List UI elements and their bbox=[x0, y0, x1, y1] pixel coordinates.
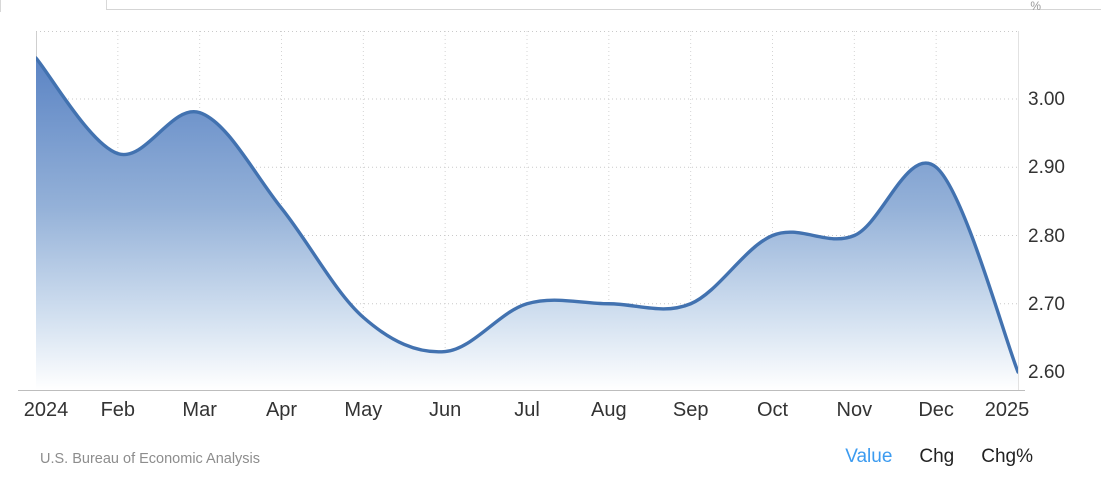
x-tick-label: Nov bbox=[836, 399, 873, 421]
panel-top-rule bbox=[106, 9, 1101, 10]
series-toggle-value[interactable]: Value bbox=[845, 446, 893, 467]
y-tick-label: 2.60 bbox=[1028, 362, 1065, 383]
area-fill bbox=[36, 58, 1018, 390]
area-chart-svg bbox=[36, 31, 1018, 390]
x-tick-label: 2024 bbox=[23, 399, 69, 421]
x-tick-label: Feb bbox=[100, 399, 136, 421]
x-tick-label: May bbox=[344, 399, 383, 421]
chart-footer: U.S. Bureau of Economic Analysis Value Ch… bbox=[0, 440, 1101, 480]
x-axis-labels: 2024 Feb Mar Apr May Jun Jul Aug Sep Oct Nov Dec 202… bbox=[0, 398, 1101, 426]
x-tick-label: Jun bbox=[429, 399, 462, 421]
x-axis-spine bbox=[18, 390, 1025, 391]
x-tick-label: Jul bbox=[514, 399, 540, 421]
y-tick-label: 2.70 bbox=[1028, 293, 1065, 315]
panel-border-divider bbox=[106, 0, 107, 10]
x-tick-label: Mar bbox=[182, 399, 217, 421]
y-tick-label: 2.90 bbox=[1028, 157, 1065, 179]
x-tick-label: Aug bbox=[591, 399, 627, 421]
x-tick-label: Apr bbox=[265, 399, 298, 421]
y-tick-label: 3.00 bbox=[1028, 89, 1065, 110]
x-tick-label: Dec bbox=[918, 399, 954, 421]
y-tick-label: 2.80 bbox=[1028, 225, 1065, 247]
plot-right-edge bbox=[1018, 31, 1019, 390]
x-tick-label: 2025 bbox=[984, 399, 1030, 421]
value-line bbox=[36, 56, 1018, 374]
series-toggle-chg[interactable]: Chg bbox=[919, 446, 955, 467]
series-toggle-chg-pct[interactable]: Chg% bbox=[981, 446, 1033, 467]
source-attribution: U.S. Bureau of Economic Analysis bbox=[40, 451, 261, 467]
series-toggle-group[interactable]: Value Chg Chg% bbox=[845, 444, 1033, 470]
y-axis-unit-label: % bbox=[1030, 0, 1041, 13]
plot-area[interactable] bbox=[36, 31, 1018, 390]
x-tick-label: Sep bbox=[672, 399, 709, 421]
y-axis-labels: 3.00 2.90 2.80 2.70 2.60 bbox=[1028, 0, 1098, 492]
panel-border-left bbox=[0, 0, 1, 12]
x-tick-label: Oct bbox=[756, 399, 789, 421]
